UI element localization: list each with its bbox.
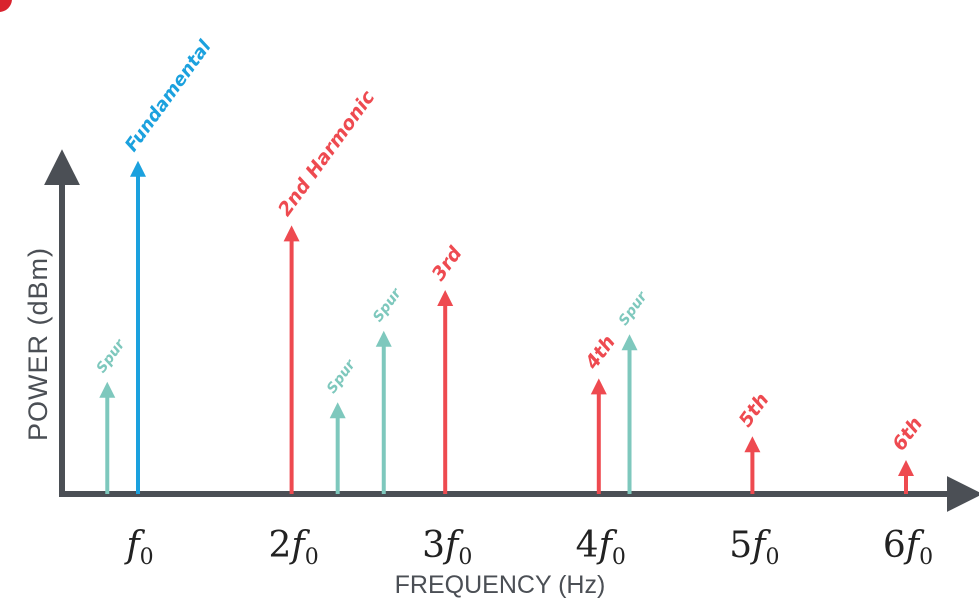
spur-arrowhead (375, 330, 392, 347)
harmonic-line: 6th (888, 413, 927, 494)
x-tick-label: 6f0 (883, 525, 933, 570)
tick-coefficient: 5 (729, 525, 752, 566)
harmonic-arrowhead (590, 378, 607, 395)
spur-line: Spur (616, 288, 651, 494)
harmonic-line: 5th (735, 389, 774, 494)
tick-subscript: 0 (458, 545, 472, 570)
fundamental-label: Fundamental (121, 36, 216, 156)
tick-subscript: 0 (612, 545, 626, 570)
spur-arrowhead (329, 402, 346, 419)
x-tick-label: f0 (123, 525, 153, 570)
harmonic-line: 4th (580, 331, 620, 494)
harmonic-arrowhead (283, 225, 300, 242)
harmonic-label: 3rd (427, 242, 466, 285)
harmonic-arrowhead (744, 436, 761, 453)
harmonic-arrowhead (437, 290, 454, 306)
tick-subscript: 0 (140, 545, 154, 570)
x-tick-label: 4f0 (576, 525, 626, 570)
tick-coefficient: 6 (883, 525, 906, 566)
spectral-lines: Spur Fundamental 2nd Harmonic Spur Spur 3rd 4t… (94, 36, 927, 494)
tick-subscript: 0 (766, 545, 780, 570)
x-tick-label: 5f0 (729, 525, 779, 570)
tick-coefficient: 3 (422, 525, 445, 566)
y-axis-label: POWER (dBm) (23, 247, 53, 441)
x-tick-label: 3f0 (422, 525, 472, 570)
x-tick-labels: f0 2f0 3f0 4f0 5f0 6f0 (123, 525, 933, 570)
tick-coefficient: 4 (576, 525, 599, 566)
harmonic-line: 3rd (427, 242, 467, 494)
spur-label: Spur (94, 336, 129, 376)
spur-label: Spur (324, 356, 359, 396)
spur-label: Spur (370, 285, 405, 325)
tick-subscript: 0 (919, 545, 933, 570)
x-tick-label: 2f0 (268, 525, 318, 570)
tick-subscript: 0 (305, 545, 319, 570)
harmonic-label: 2nd Harmonic (274, 86, 380, 220)
spur-arrowhead (99, 381, 116, 398)
spur-line: Spur (324, 356, 359, 494)
harmonic-label: 6th (888, 413, 927, 455)
spur-label: Spur (616, 288, 651, 328)
harmonic-line: 2nd Harmonic (274, 86, 380, 494)
fundamental-arrowhead (130, 160, 146, 177)
x-axis-label: FREQUENCY (Hz) (395, 571, 606, 599)
harmonic-label: 4th (580, 331, 619, 374)
harmonic-label: 5th (735, 389, 774, 431)
fundamental-line: Fundamental (121, 36, 216, 494)
spur-arrowhead (621, 334, 638, 351)
harmonic-arrowhead (898, 460, 914, 476)
spur-line: Spur (370, 285, 405, 494)
tick-coefficient: 2 (268, 525, 291, 566)
spur-line: Spur (94, 336, 129, 494)
